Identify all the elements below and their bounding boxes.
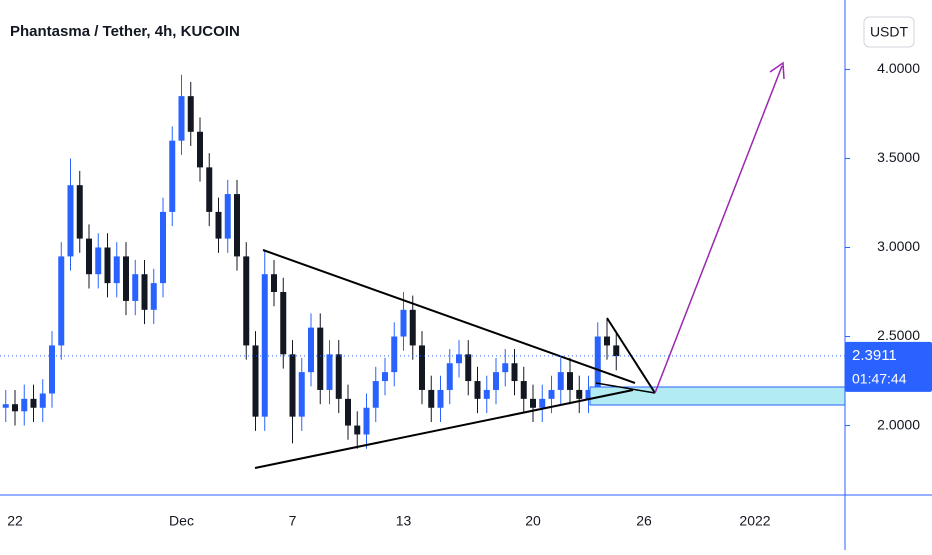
candle-body: [160, 211, 166, 284]
candle-body: [502, 363, 509, 373]
arrow-head: [769, 61, 785, 80]
candle-body: [400, 309, 407, 337]
y-tick-label: 3.5000: [877, 149, 920, 165]
x-tick-label: Dec: [169, 513, 194, 529]
y-tick-label: 3.0000: [877, 238, 920, 254]
candle-body: [391, 336, 398, 373]
candle-body: [150, 283, 157, 310]
candle-body: [76, 185, 83, 239]
projection-arrow: [654, 65, 783, 394]
countdown-label: 01:47:44: [852, 371, 907, 387]
currency-label[interactable]: USDT: [870, 24, 909, 40]
candle-body: [345, 398, 351, 426]
candle-body: [49, 345, 55, 394]
candle-body: [30, 398, 37, 408]
candle-body: [132, 274, 139, 301]
candle-body: [178, 96, 185, 141]
candle-body: [95, 247, 102, 275]
candle-body: [215, 211, 222, 239]
candle-body: [511, 363, 518, 382]
trend-line: [595, 382, 656, 394]
candle-body: [187, 96, 194, 132]
candle-body: [67, 185, 74, 257]
last-price-label: 2.3911: [852, 347, 897, 364]
y-tick-label: 2.0000: [877, 416, 920, 432]
candle-body: [557, 372, 564, 390]
candle-body: [594, 336, 601, 390]
candle-body: [308, 327, 314, 373]
candle-body: [493, 372, 499, 390]
x-tick-label: 13: [396, 513, 412, 529]
plot: [2, 74, 620, 449]
y-tick-label: 4.0000: [877, 60, 920, 76]
trend-line: [262, 249, 636, 384]
candle-body: [234, 194, 240, 257]
x-tick-label: 20: [525, 513, 541, 529]
candle-body: [252, 345, 259, 417]
trend-line: [606, 317, 656, 394]
trend-line: [254, 389, 634, 469]
support-zone: [589, 386, 846, 406]
candle-body: [21, 398, 28, 412]
candle-body: [474, 381, 481, 399]
candle-body: [465, 354, 472, 382]
candle-body: [354, 425, 361, 435]
candle-body: [261, 274, 268, 417]
candle-body: [197, 131, 203, 168]
x-tick-label: 2022: [739, 513, 770, 529]
candle-body: [169, 140, 176, 212]
candle-body: [326, 354, 333, 390]
candle-body: [604, 336, 610, 346]
candle-body: [437, 389, 444, 408]
candle-body: [141, 274, 148, 310]
candle-body: [372, 381, 379, 408]
candle-body: [428, 389, 435, 408]
x-tick-label: 7: [289, 513, 297, 529]
candle-body: [576, 389, 583, 399]
y-tick-label: 2.5000: [877, 327, 920, 343]
candle-body: [243, 256, 250, 346]
drawings: [254, 61, 846, 469]
candle-body: [585, 389, 592, 399]
candle-body: [86, 238, 92, 275]
candle-body: [613, 345, 620, 357]
candle-body: [123, 256, 129, 301]
candle-body: [280, 292, 287, 355]
x-tick-label: 22: [7, 513, 23, 529]
candle-body: [113, 256, 120, 284]
candle-body: [530, 398, 536, 408]
candle-body: [548, 389, 555, 399]
candle-body: [12, 404, 18, 412]
x-tick-label: 26: [636, 513, 652, 529]
candle-body: [335, 354, 342, 399]
candle-body: [224, 194, 231, 239]
candle-body: [39, 393, 46, 408]
candle-body: [289, 354, 296, 417]
candle-body: [409, 309, 416, 346]
currency-button[interactable]: [863, 16, 915, 48]
candle-body: [456, 354, 462, 364]
candle-body: [567, 372, 573, 390]
candle-body: [446, 363, 453, 390]
candle-body: [104, 247, 111, 284]
candle-body: [539, 398, 546, 408]
candle-body: [58, 256, 65, 346]
chart-title: Phantasma / Tether, 4h, KUCOIN: [10, 23, 240, 40]
candle-body: [382, 372, 388, 382]
candle-body: [2, 404, 9, 408]
candle-body: [363, 407, 370, 435]
candle-body: [419, 345, 425, 390]
candle-body: [483, 389, 490, 399]
candle-body: [271, 274, 277, 293]
candle-body: [317, 327, 324, 390]
candle-body: [206, 167, 213, 212]
candle-body: [520, 381, 527, 399]
candle-body: [298, 372, 305, 417]
last-price-box: [845, 341, 932, 392]
